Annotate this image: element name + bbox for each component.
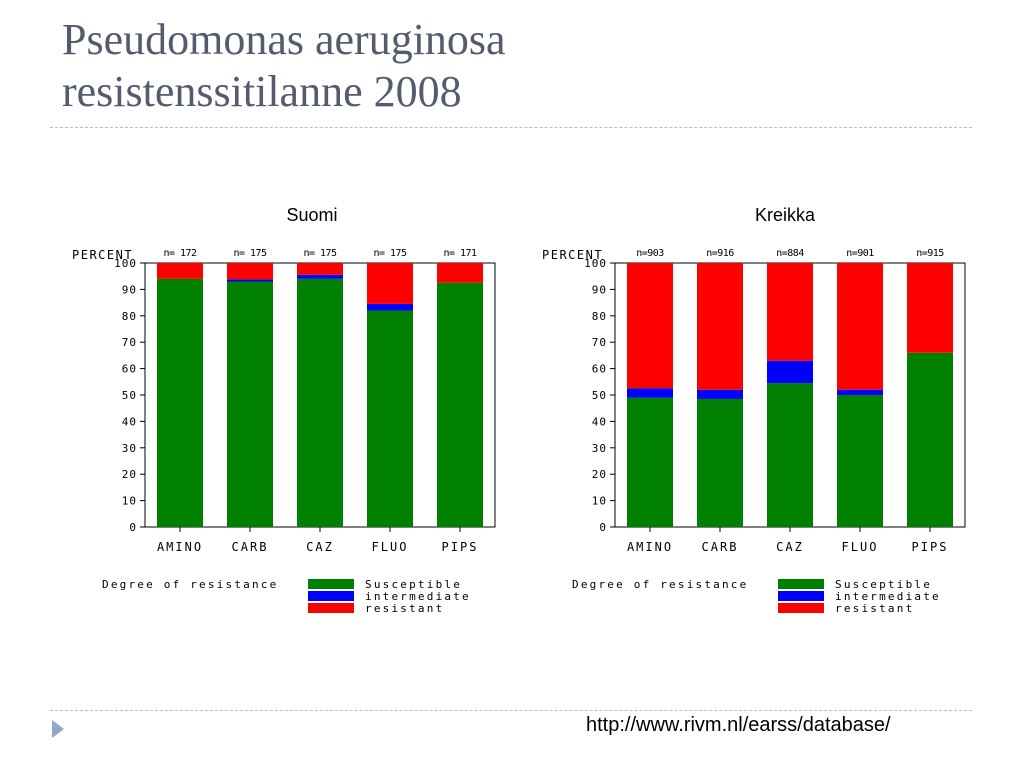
y-tick-label: 90: [122, 283, 137, 296]
chart-kreikka: PERCENT 0 10 20 30 40 50 60 70 80 90 100 AMINO n=903 C…: [542, 248, 966, 615]
legend-title: Degree of resistance: [572, 578, 748, 591]
legend-label-resistant: resistant: [835, 602, 914, 615]
n-label: n= 175: [373, 248, 407, 259]
n-label: n= 175: [233, 248, 267, 259]
n-label: n= 172: [163, 248, 197, 259]
bar-susceptible-pips: [437, 282, 483, 527]
y-tick-label: 80: [592, 310, 607, 323]
bar-resistant-pips: [437, 263, 483, 283]
y-tick-label: 60: [122, 363, 137, 376]
y-tick-label: 10: [592, 495, 607, 508]
x-tick-label: CARB: [232, 540, 269, 554]
bar-susceptible-fluo: [837, 395, 883, 527]
y-tick-label: 50: [592, 389, 607, 402]
x-tick-label: CAZ: [776, 540, 804, 554]
bar-resistant-carb: [697, 263, 743, 390]
legend-label-intermediate: intermediate: [365, 590, 471, 603]
x-tick-label: AMINO: [627, 540, 673, 554]
y-tick-label: 100: [114, 257, 137, 270]
y-tick-label: 20: [122, 468, 137, 481]
y-tick-label: 100: [584, 257, 607, 270]
slide-title-line1: Pseudomonas aeruginosa: [62, 15, 506, 64]
bar-intermediate-caz: [297, 274, 343, 279]
legend-swatch-resistant: [308, 603, 354, 613]
bar-intermediate-amino: [627, 388, 673, 398]
y-tick-label: 80: [122, 310, 137, 323]
y-tick-label: 20: [592, 468, 607, 481]
bar-resistant-pips: [907, 263, 953, 353]
legend-swatch-intermediate: [308, 591, 354, 601]
y-tick-label: 0: [129, 521, 137, 534]
legend-swatch-resistant: [778, 603, 824, 613]
bar-resistant-fluo: [837, 263, 883, 390]
bar-susceptible-carb: [697, 398, 743, 527]
bar-susceptible-caz: [767, 383, 813, 527]
y-axis-label: PERCENT: [542, 248, 603, 262]
top-divider: [50, 127, 972, 128]
n-label: n=884: [776, 248, 804, 259]
bar-susceptible-fluo: [367, 310, 413, 527]
bullet-arrow-icon: [52, 720, 64, 738]
x-tick-label: CARB: [702, 540, 739, 554]
legend-label-intermediate: intermediate: [835, 590, 941, 603]
x-tick-label: FLUO: [372, 540, 409, 554]
chart-title-kreikka: Kreikka: [754, 205, 816, 225]
n-label: n=916: [706, 248, 734, 259]
legend-swatch-intermediate: [778, 591, 824, 601]
bar-intermediate-caz: [767, 360, 813, 384]
y-tick-label: 40: [592, 415, 607, 428]
bar-resistant-caz: [767, 263, 813, 361]
x-tick-label: FLUO: [842, 540, 879, 554]
y-axis-label: PERCENT: [72, 248, 133, 262]
y-tick-label: 70: [122, 336, 137, 349]
n-label: n=915: [916, 248, 944, 259]
x-tick-label: PIPS: [912, 540, 949, 554]
legend-title: Degree of resistance: [102, 578, 278, 591]
bar-resistant-amino: [627, 263, 673, 389]
x-tick-label: PIPS: [442, 540, 479, 554]
legend-swatch-susceptible: [778, 579, 824, 589]
y-tick-label: 40: [122, 415, 137, 428]
y-tick-label: 90: [592, 283, 607, 296]
legend-swatch-susceptible: [308, 579, 354, 589]
bar-susceptible-carb: [227, 281, 273, 527]
x-tick-label: CAZ: [306, 540, 334, 554]
bar-resistant-fluo: [367, 263, 413, 304]
y-tick-label: 0: [599, 521, 607, 534]
y-tick-label: 50: [122, 389, 137, 402]
x-tick-label: AMINO: [157, 540, 203, 554]
y-tick-label: 30: [122, 442, 137, 455]
bottom-divider: [50, 710, 972, 711]
y-tick-label: 70: [592, 336, 607, 349]
legend-label-susceptible: Susceptible: [365, 578, 462, 591]
legend-label-susceptible: Susceptible: [835, 578, 932, 591]
chart-title-suomi: Suomi: [286, 205, 338, 225]
bar-susceptible-amino: [627, 397, 673, 527]
bar-susceptible-pips: [907, 352, 953, 527]
n-label: n=901: [846, 248, 874, 259]
slide-title: Pseudomonas aeruginosa resistenssitilann…: [62, 14, 962, 118]
bar-resistant-caz: [297, 263, 343, 275]
y-tick-label: 10: [122, 495, 137, 508]
slide-title-line2: resistenssitilanne 2008: [62, 67, 462, 116]
bar-intermediate-carb: [227, 279, 273, 282]
bar-susceptible-caz: [297, 278, 343, 527]
bar-resistant-amino: [157, 263, 203, 279]
legend-label-resistant: resistant: [365, 602, 444, 615]
bar-intermediate-fluo: [837, 389, 883, 395]
n-label: n= 171: [443, 248, 477, 259]
bar-susceptible-amino: [157, 278, 203, 527]
y-tick-label: 60: [592, 363, 607, 376]
bar-intermediate-carb: [697, 389, 743, 399]
bar-resistant-carb: [227, 263, 273, 280]
n-label: n= 175: [303, 248, 337, 259]
bar-intermediate-fluo: [367, 303, 413, 311]
y-tick-label: 30: [592, 442, 607, 455]
chart-suomi: PERCENT 0 10 20 30 40 50 60 70 80 90 100 AMINO n= 172…: [72, 248, 496, 615]
n-label: n=903: [636, 248, 664, 259]
source-url: http://www.rivm.nl/earss/database/: [586, 714, 891, 736]
